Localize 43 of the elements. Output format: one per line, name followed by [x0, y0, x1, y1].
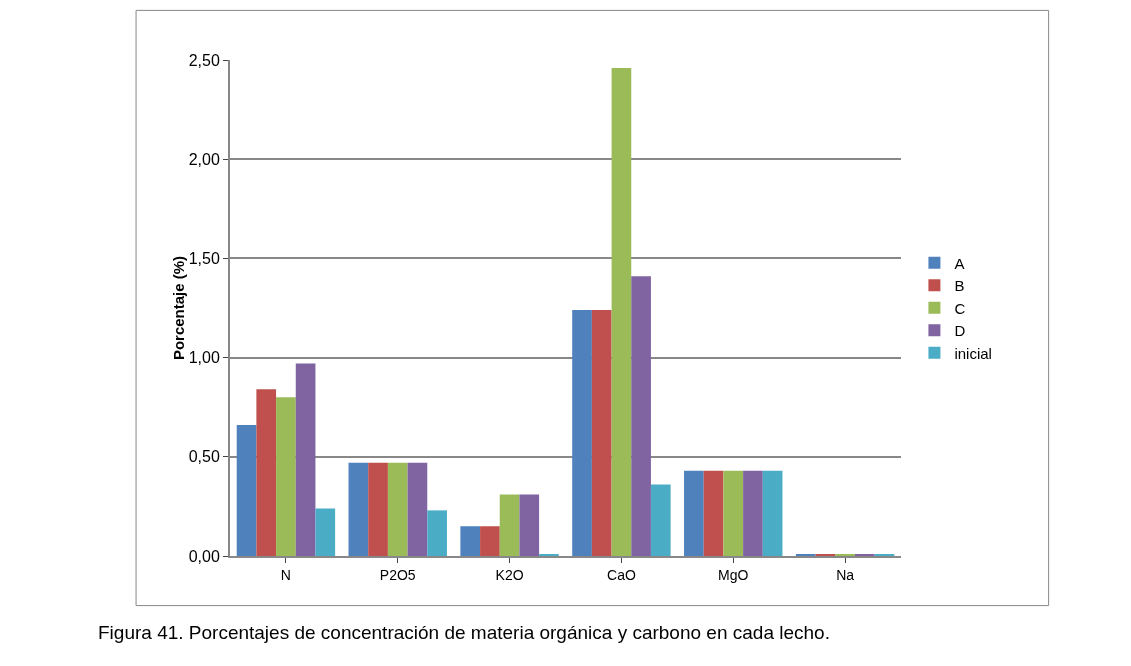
- bar: [368, 462, 388, 556]
- bar: [631, 276, 651, 556]
- bar: [407, 462, 428, 556]
- bar: [650, 484, 671, 556]
- bar: [499, 494, 520, 556]
- x-tick-label: Na: [836, 566, 855, 583]
- text: Figura 41. Porcentajes de concentración de materia orgánica y carbono en cada lecho.: [98, 622, 830, 643]
- bar: [460, 526, 481, 556]
- bar: [762, 470, 783, 556]
- bar: [387, 462, 408, 556]
- y-tick-label: 2,50: [188, 51, 220, 69]
- bar: [572, 309, 592, 556]
- bar: [427, 510, 447, 556]
- y-tick-label: 1,00: [188, 349, 220, 367]
- bar: [611, 67, 632, 556]
- x-tick-label: CaO: [607, 566, 636, 583]
- bar: [684, 470, 704, 556]
- y-tick-label: 1,50: [188, 250, 220, 267]
- x-tick-label: N: [280, 566, 291, 583]
- bar: [315, 508, 336, 556]
- bar: [591, 309, 612, 556]
- bar: [256, 389, 277, 556]
- bar: [236, 425, 257, 556]
- bar: [703, 470, 724, 556]
- x-tick-label: MgO: [718, 566, 749, 583]
- bar: [480, 526, 500, 556]
- bar: [348, 462, 369, 556]
- y-axis-title: Porcentaje (%): [169, 255, 187, 361]
- legend-label: A: [954, 254, 965, 272]
- bar: [723, 470, 744, 556]
- legend-label: inicial: [954, 344, 992, 362]
- bar: [276, 397, 296, 556]
- x-tick-label: P2O5: [379, 566, 416, 583]
- legend-label: D: [954, 322, 966, 340]
- y-tick-label: 0,50: [188, 448, 220, 466]
- y-tick-label: 2,00: [188, 150, 220, 168]
- legend-label: C: [954, 299, 966, 317]
- legend-label: B: [954, 277, 965, 295]
- bar: [743, 470, 763, 556]
- x-tick-label: K2O: [495, 566, 524, 583]
- y-tick-label: 0,00: [188, 547, 220, 565]
- bar: [295, 363, 316, 556]
- bar: [519, 494, 540, 556]
